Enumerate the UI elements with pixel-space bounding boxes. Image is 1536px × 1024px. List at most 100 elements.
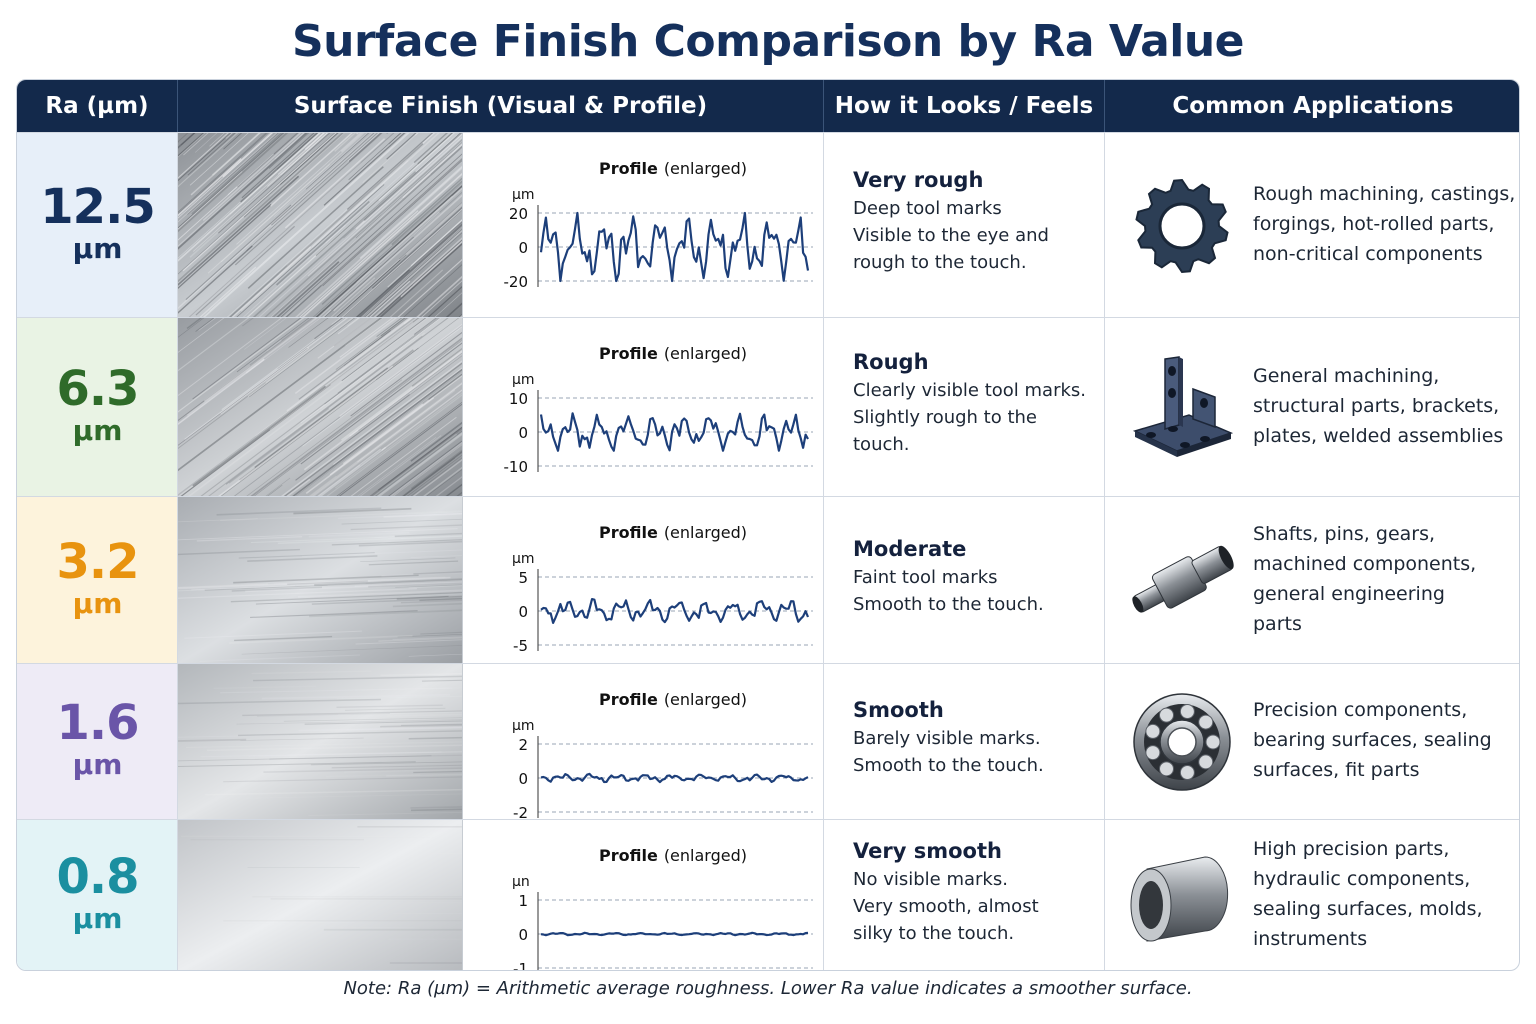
look-title: Very smooth xyxy=(853,839,1002,863)
look-description: Deep tool marks xyxy=(853,198,1002,219)
ra-value: 1.6 xyxy=(56,695,139,751)
look-feel-cell: Very rough Deep tool marks Visible to the … xyxy=(824,133,1105,317)
profile-title: Profile (enlarged) xyxy=(599,690,747,709)
ra-cell: 3.2 µm xyxy=(17,497,178,663)
profile-line xyxy=(540,931,809,937)
applications-cell: Rough machining, castings, forgings, hot-… xyxy=(1105,133,1519,317)
profile-line xyxy=(540,597,810,625)
look-description: Visible to the eye and xyxy=(853,225,1049,246)
profile-line xyxy=(540,772,809,784)
header-finish: Surface Finish (Visual & Profile) xyxy=(178,80,824,132)
ra-unit: µm xyxy=(72,587,123,620)
ra-value: 0.8 xyxy=(56,849,139,905)
look-description: Smooth to the touch. xyxy=(853,755,1044,776)
table-row: 6.3 µm Profile (enlarged) 10 0 -10 µm Rough Clear… xyxy=(17,317,1519,496)
gear-icon xyxy=(1127,171,1237,286)
ra-unit: µm xyxy=(72,748,123,781)
look-feel-cell: Smooth Barely visible marks. Smooth to the… xyxy=(824,664,1105,819)
application-text: Precision components, xyxy=(1253,699,1468,721)
profile-tick-label: 2 xyxy=(518,736,528,754)
application-text: Shafts, pins, gears, xyxy=(1253,523,1436,545)
look-description: Very smooth, almost xyxy=(853,896,1039,917)
ra-cell: 12.5 µm xyxy=(17,133,178,317)
ra-unit: µm xyxy=(72,414,123,447)
profile-axis-unit: µm xyxy=(512,551,535,567)
look-title: Rough xyxy=(853,350,929,374)
application-text: general engineering xyxy=(1253,583,1445,605)
application-text: forgings, hot-rolled parts, xyxy=(1253,213,1495,235)
profile-axis-unit: µn xyxy=(512,874,530,890)
profile-tick-label: -20 xyxy=(504,273,529,291)
ra-value: 3.2 xyxy=(56,534,139,590)
ra-value: 12.5 xyxy=(40,179,155,235)
profile-axis-unit: µm xyxy=(512,372,535,388)
ra-cell: 1.6 µm xyxy=(17,664,178,819)
look-title: Smooth xyxy=(853,698,944,722)
profile-chart: Profile (enlarged) 5 0 -5 µm xyxy=(463,497,824,663)
ra-unit: µm xyxy=(72,232,123,265)
surface-texture-image xyxy=(178,133,463,317)
profile-chart: Profile (enlarged) 10 0 -10 µm xyxy=(463,318,824,496)
profile-tick-label: 1 xyxy=(518,892,528,910)
surface-texture-image xyxy=(178,318,463,496)
profile-tick-label: 0 xyxy=(518,770,528,788)
application-text: bearing surfaces, sealing xyxy=(1253,729,1492,751)
look-title: Very rough xyxy=(853,168,984,192)
surface-texture-image xyxy=(178,820,463,970)
header-applications: Common Applications xyxy=(1172,93,1454,119)
profile-title: Profile (enlarged) xyxy=(599,159,747,178)
profile-tick-label: 0 xyxy=(518,424,528,442)
look-description: Clearly visible tool marks. xyxy=(853,380,1086,401)
application-text: instruments xyxy=(1253,928,1368,950)
profile-line xyxy=(539,211,810,283)
look-description: Slightly rough to the xyxy=(853,407,1038,428)
application-text: non-critical components xyxy=(1253,243,1483,265)
profile-tick-label: -1 xyxy=(513,960,528,971)
footnote: Note: Ra (µm) = Arithmetic average rough… xyxy=(343,978,1193,999)
profile-chart: Profile (enlarged) 1 0 -1 µn xyxy=(463,820,824,971)
applications-cell: High precision parts, hydraulic component… xyxy=(1105,820,1519,970)
profile-axis-unit: µm xyxy=(512,718,535,734)
look-description: Smooth to the touch. xyxy=(853,594,1044,615)
profile-tick-label: 5 xyxy=(518,569,528,587)
table-row: 1.6 µm Profile (enlarged) 2 0 -2 µm Smooth Barely… xyxy=(17,663,1519,820)
profile-tick-label: 0 xyxy=(518,603,528,621)
look-title: Moderate xyxy=(853,537,967,561)
application-text: parts xyxy=(1253,613,1302,635)
header-ra: Ra (µm) xyxy=(17,80,178,132)
shaft-icon xyxy=(1127,526,1237,641)
look-feel-cell: Rough Clearly visible tool marks. Slightly… xyxy=(824,318,1105,496)
header-looks: How it Looks / Feels xyxy=(824,80,1105,132)
look-feel-cell: Moderate Faint tool marks Smooth to the to… xyxy=(824,497,1105,663)
application-text: General machining, xyxy=(1253,365,1440,387)
profile-tick-label: 20 xyxy=(509,205,528,223)
profile-tick-label: -2 xyxy=(513,804,528,820)
look-description: No visible marks. xyxy=(853,869,1008,890)
profile-line xyxy=(539,412,809,452)
profile-tick-label: -10 xyxy=(504,458,529,476)
application-text: High precision parts, xyxy=(1253,838,1450,860)
profile-tick-label: 0 xyxy=(518,239,528,257)
surface-texture-image xyxy=(178,497,463,663)
profile-tick-label: 10 xyxy=(509,390,528,408)
look-description: Barely visible marks. xyxy=(853,728,1041,749)
profile-tick-label: -5 xyxy=(513,637,528,655)
profile-title: Profile (enlarged) xyxy=(599,846,747,865)
profile-title: Profile (enlarged) xyxy=(599,344,747,363)
look-description: silky to the touch. xyxy=(853,923,1015,944)
application-text: plates, welded assemblies xyxy=(1253,425,1504,447)
applications-cell: Shafts, pins, gears, machined components,… xyxy=(1105,497,1519,663)
bearing-icon xyxy=(1127,687,1237,802)
ra-cell: 6.3 µm xyxy=(17,318,178,496)
application-text: sealing surfaces, molds, xyxy=(1253,898,1483,920)
application-text: machined components, xyxy=(1253,553,1477,575)
profile-axis-unit: µm xyxy=(512,187,535,203)
ra-cell: 0.8 µm xyxy=(17,820,178,970)
profile-title: Profile (enlarged) xyxy=(599,523,747,542)
look-description: rough to the touch. xyxy=(853,252,1027,273)
look-description: Faint tool marks xyxy=(853,567,998,588)
surface-texture-image xyxy=(178,664,463,819)
table-row: 0.8 µm Profile (enlarged) 1 0 -1 µn Very smooth N… xyxy=(17,819,1519,971)
application-text: structural parts, brackets, xyxy=(1253,395,1500,417)
ra-unit: µm xyxy=(72,902,123,935)
